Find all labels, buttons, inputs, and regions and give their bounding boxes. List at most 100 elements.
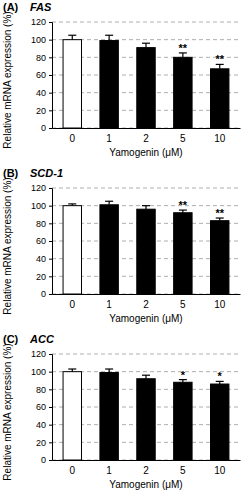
tick: 0 [41,289,52,299]
y-label: Relative mRNA expression (%) [2,11,13,148]
tick: 2 [143,460,149,476]
tick: 2 [143,128,149,144]
tick: 0 [69,460,75,476]
tick: 0 [41,123,52,133]
figure: ****020406080100120012510Yamogenin (μM)R… [0,0,245,500]
tick-label: 60 [36,402,46,412]
bar [174,213,192,294]
axis-line [53,460,241,461]
y-axis: 0 20 40 60 80 100 120 [31,183,53,299]
tick-mark [49,442,52,443]
error-bar [142,375,150,379]
tick-label: 0 [41,289,46,299]
tick: 10 [214,294,226,310]
tick-label: 40 [36,420,46,430]
x-label: Yamogenin (μM) [109,313,182,324]
error-bar [105,201,113,205]
tick: 10 [214,460,226,476]
grid [52,188,240,294]
y-label: Relative mRNA expression (%) [2,343,13,480]
bar [100,373,118,460]
grid [52,22,240,128]
tick-label: 20 [36,438,46,448]
tick-label: 80 [36,219,46,229]
y-axis: 020406080100120 [31,17,53,133]
tick: 60 [36,236,52,246]
tick-mark [49,206,52,207]
tick-mark [49,425,52,426]
error-bar [68,204,76,206]
error-bar [142,206,150,210]
tick: 120 [31,183,52,193]
significance: * [218,370,223,382]
tick: 40 [36,88,52,98]
tick: 60 [36,402,52,412]
tick-mark [49,188,52,189]
tick-label: 5 [180,299,186,310]
marks [63,369,229,460]
tick-mark [49,276,52,277]
tick: 120 [31,17,52,27]
error-bar [105,35,113,40]
grid-line [52,354,240,355]
tick-label: 5 [180,133,186,144]
tick: 5 [180,460,186,476]
axis-line [53,128,241,129]
tick: 80 [36,385,52,395]
tick-label: 2 [143,299,149,310]
tick-label: 2 [143,465,149,476]
tick-label: 100 [31,367,46,377]
tick-mark [49,128,52,129]
bar [137,48,155,128]
bar [63,372,81,460]
tick-label: 40 [36,88,46,98]
tick-label: 60 [36,236,46,246]
tick: 100 [31,367,52,377]
tick-label: 20 [36,272,46,282]
tick: 80 [36,53,52,63]
panel-label: (B) [3,167,19,179]
x-axis: 012510 [53,128,241,144]
tick-label: 1 [106,465,112,476]
significance: ** [179,199,188,211]
panel: ****020406080100120012510Yamogenin (μM)R… [2,167,241,324]
axis-line [53,294,241,295]
tick-mark [49,223,52,224]
tick-mark [49,407,52,408]
error-cap [142,205,150,206]
tick-mark [49,294,52,295]
grid [52,354,240,460]
tick-label: 1 [106,133,112,144]
significance: ** [215,207,224,219]
bar [137,379,155,460]
bar [174,382,192,460]
tick-label: 120 [31,17,46,27]
x-axis: 012510 [53,294,241,310]
tick: 2 [143,294,149,310]
bar [211,69,229,128]
tick: 0 [41,455,52,465]
panel-label: (A) [3,1,19,13]
tick-mark [49,75,52,76]
tick-label: 100 [31,201,46,211]
x-label: Yamogenin (μM) [109,147,182,158]
error-cap [105,201,113,202]
tick: 20 [36,438,52,448]
tick-mark [49,40,52,41]
bar [211,384,229,460]
error-bar [105,369,113,373]
tick-label: 60 [36,70,46,80]
tick-mark [49,259,52,260]
tick-label: 120 [31,183,46,193]
tick-label: 80 [36,385,46,395]
grid-line [52,188,240,189]
y-label: Relative mRNA expression (%) [2,177,13,314]
tick: 0 [69,128,75,144]
tick-mark [49,22,52,23]
tick-label: 120 [31,349,46,359]
tick: 40 [36,254,52,264]
error-line [109,35,110,40]
significance: * [181,369,186,381]
tick: 5 [180,294,186,310]
tick-label: 2 [143,133,149,144]
